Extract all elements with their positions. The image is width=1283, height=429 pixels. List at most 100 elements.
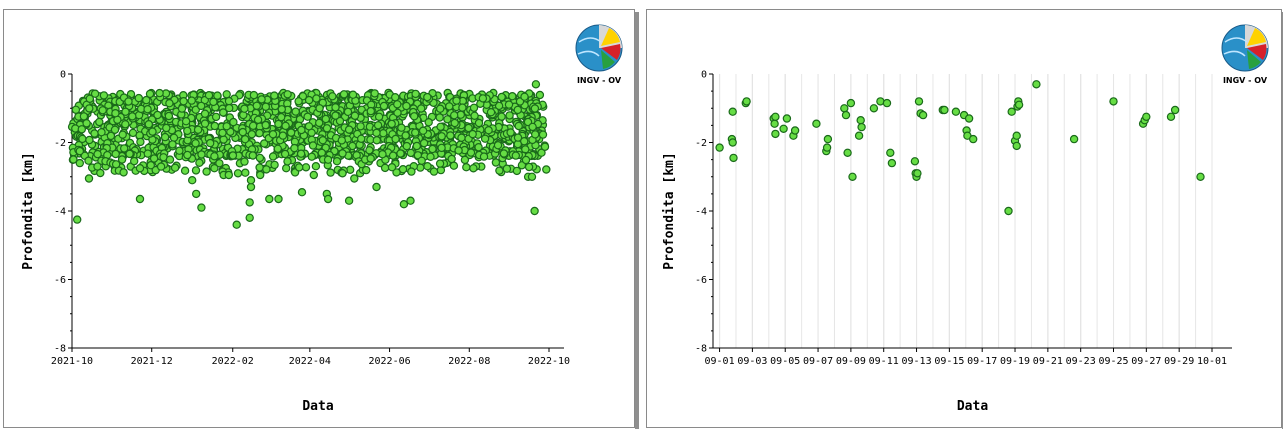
data-point (869, 104, 879, 113)
y-tick-label: -4 (54, 207, 66, 218)
data-point (224, 96, 234, 106)
data-point (374, 112, 384, 122)
data-point (169, 133, 179, 143)
data-point (886, 148, 895, 157)
data-point (106, 131, 116, 141)
data-point (218, 128, 227, 138)
data-point (493, 140, 503, 150)
data-point (454, 146, 463, 155)
data-point (520, 92, 529, 101)
data-point (315, 104, 324, 113)
data-point (286, 128, 296, 137)
data-point (428, 144, 437, 154)
data-point (240, 157, 249, 166)
data-point (191, 166, 201, 175)
logo-text: INGV - OV (1223, 76, 1268, 85)
data-point (823, 134, 833, 144)
data-point (399, 199, 409, 209)
data-point (72, 215, 82, 224)
data-point (528, 122, 537, 132)
x-tick-label: 2022-02 (212, 356, 254, 367)
logo-text: INGV - OV (577, 76, 622, 85)
data-point (538, 130, 548, 139)
data-point (301, 163, 311, 172)
x-tick-label: 09-29 (1164, 356, 1194, 367)
data-point (540, 142, 550, 151)
data-point (213, 91, 222, 100)
data-point (255, 163, 264, 172)
data-point (261, 120, 270, 130)
x-tick-label: 2022-08 (448, 356, 490, 367)
data-point (527, 172, 537, 181)
data-point (882, 98, 892, 108)
data-point (282, 163, 291, 173)
data-point (499, 149, 509, 158)
data-point (246, 182, 256, 192)
data-point (118, 130, 127, 139)
data-point (332, 156, 342, 166)
data-point (318, 135, 327, 145)
ingv-logo: INGV - OV (575, 24, 623, 85)
data-point (268, 129, 278, 139)
data-point (424, 117, 433, 127)
data-point (93, 162, 102, 171)
data-point (343, 107, 353, 117)
data-point (93, 149, 102, 159)
data-point (742, 97, 751, 106)
data-point (283, 157, 292, 166)
data-point (505, 111, 514, 120)
data-point (1170, 105, 1180, 115)
data-point (887, 158, 897, 168)
data-point (506, 128, 515, 137)
data-point (446, 131, 455, 140)
x-tick-label: 2022-10 (528, 356, 570, 367)
data-point (362, 165, 371, 175)
data-point (401, 131, 410, 140)
globe-sector-icon (1247, 28, 1266, 46)
data-point (249, 90, 259, 100)
data-point (240, 134, 250, 144)
data-point (97, 127, 106, 137)
data-point (497, 92, 506, 102)
data-point (307, 152, 316, 161)
data-point (1166, 112, 1176, 122)
data-point (256, 170, 265, 180)
x-tick-label: 09-15 (934, 356, 964, 367)
x-tick-label: 09-27 (1131, 356, 1161, 367)
data-point (84, 174, 94, 183)
data-point (168, 140, 177, 149)
data-point (294, 97, 303, 106)
globe-sector-icon (1247, 50, 1261, 69)
data-point (85, 104, 94, 113)
y-axis-title: Profondita [km] (21, 152, 36, 269)
data-point (535, 90, 545, 100)
data-point (323, 194, 333, 204)
data-point (240, 104, 249, 113)
data-point (350, 111, 360, 121)
y-tick-label: -2 (54, 138, 66, 149)
data-point (252, 101, 261, 111)
y-tick-label: -6 (54, 275, 66, 286)
data-point (79, 112, 89, 121)
data-point (513, 133, 523, 142)
data-point (215, 159, 224, 168)
data-point (770, 119, 779, 128)
data-point (478, 94, 488, 103)
data-point (437, 132, 446, 141)
data-point (281, 121, 290, 131)
data-point (397, 123, 406, 132)
data-point (297, 125, 306, 135)
data-point (491, 158, 501, 167)
data-point (462, 162, 471, 172)
x-tick-label: 09-11 (869, 356, 899, 367)
panel-shadow (635, 12, 639, 429)
data-point (856, 115, 865, 125)
data-point (779, 124, 788, 134)
data-point (143, 149, 152, 158)
data-point (278, 131, 288, 140)
data-point (452, 96, 461, 105)
data-point (423, 161, 432, 171)
data-point (480, 134, 490, 143)
data-point (372, 128, 381, 138)
data-point (373, 121, 383, 130)
